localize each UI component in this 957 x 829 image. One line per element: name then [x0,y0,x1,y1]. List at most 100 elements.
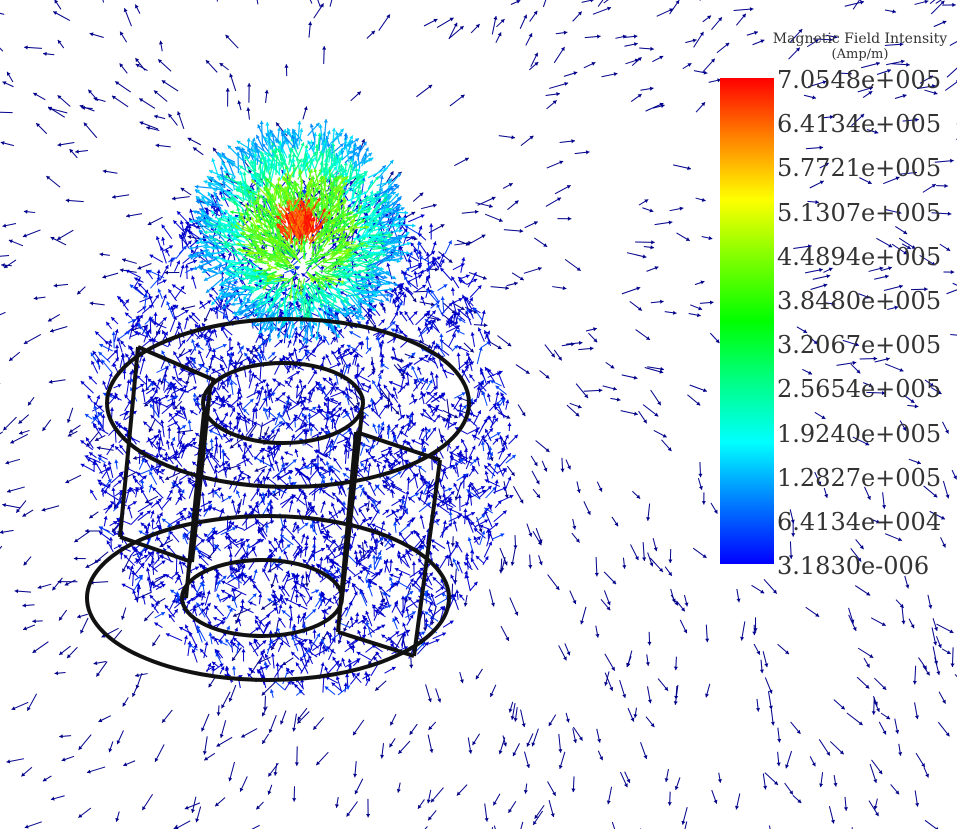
field-arrowhead [268,630,273,634]
field-arrowhead [395,410,400,415]
field-arrowhead [297,508,301,513]
field-arrowhead [118,491,123,496]
field-arrowhead [48,106,53,111]
field-arrowhead [296,304,301,309]
field-arrowhead [404,276,408,281]
field-arrowhead [857,557,862,562]
field-arrowhead [102,169,107,174]
field-arrowhead [817,481,822,486]
field-arrowhead [88,89,93,94]
field-arrowhead [328,444,333,448]
field-arrow [520,821,524,829]
field-arrowhead [149,467,154,472]
field-arrowhead [360,367,365,372]
field-arrowhead [346,812,351,817]
field-arrowhead [484,817,489,822]
field-arrowhead [307,412,312,417]
field-arrowhead [125,410,130,415]
field-arrowhead [899,367,904,372]
field-arrowhead [22,233,27,238]
field-arrowhead [459,679,464,684]
field-arrowhead [413,236,418,241]
field-arrowhead [168,113,173,118]
field-arrowhead [386,405,391,409]
field-arrowhead [394,327,399,332]
field-arrowhead [533,820,537,825]
field-arrowhead [236,341,241,346]
field-arrow [935,0,942,4]
field-arrowhead [871,711,876,715]
field-arrowhead [901,620,906,625]
field-arrowhead [189,208,194,213]
field-arrowhead [66,418,71,423]
field-arrowhead [571,788,576,793]
field-arrowhead [311,387,315,392]
field-arrowhead [334,804,340,808]
field-arrowhead [330,502,335,507]
field-arrowhead [941,515,946,520]
field-arrowhead [879,266,884,271]
field-arrowhead [209,329,214,334]
field-arrowhead [377,605,382,610]
field-arrowhead [897,210,902,215]
field-arrowhead [633,42,638,47]
field-arrowhead [378,375,382,379]
field-arrowhead [497,345,502,349]
field-arrowhead [538,539,543,544]
field-arrowhead [421,393,426,398]
field-arrowhead [155,236,160,241]
field-arrowhead [391,509,396,514]
field-arrowhead [266,488,271,492]
field-arrowhead [594,572,599,577]
field-arrowhead [117,480,122,485]
field-arrowhead [367,584,372,589]
field-arrowhead [227,394,232,399]
field-arrowhead [791,533,796,537]
field-arrowhead [467,418,472,423]
field-arrowhead [237,100,242,105]
field-arrowhead [507,342,512,347]
field-arrowhead [337,402,342,406]
field-arrowhead [165,249,170,253]
field-arrowhead [263,389,268,393]
field-arrowhead [352,404,357,409]
field-arrowhead [244,352,248,357]
field-arrowhead [271,646,275,651]
field-arrowhead [427,592,431,597]
field-arrowhead [246,107,251,112]
field-arrowhead [231,408,236,413]
field-arrowhead [650,723,655,728]
field-arrow [0,431,4,435]
field-arrowhead [819,180,824,185]
field-arrowhead [327,606,332,610]
field-arrowhead [471,445,476,450]
field-arrowhead [268,728,273,733]
field-arrowhead [300,406,305,411]
field-arrowhead [125,299,129,304]
field-arrowhead [900,59,905,64]
field-arrowhead [291,434,295,439]
field-arrowhead [673,666,678,671]
field-arrowhead [151,387,156,392]
field-arrowhead [286,396,291,401]
field-arrowhead [924,287,928,292]
field-arrowhead [279,527,285,531]
field-arrowhead [23,209,28,214]
field-arrowhead [47,317,52,322]
field-arrowhead [824,493,829,498]
field-arrowhead [99,252,104,257]
field-arrowhead [380,319,385,324]
field-arrowhead [929,382,934,387]
field-arrowhead [933,90,938,95]
field-arrowhead [347,663,352,668]
field-arrowhead [284,64,289,68]
field-arrowhead [839,750,844,755]
field-arrowhead [921,763,925,768]
field-arrowhead [436,256,441,261]
field-arrowhead [4,264,9,269]
field-arrowhead [606,800,611,805]
field-arrow [216,0,218,2]
field-arrowhead [465,241,470,246]
field-arrowhead [78,745,83,750]
